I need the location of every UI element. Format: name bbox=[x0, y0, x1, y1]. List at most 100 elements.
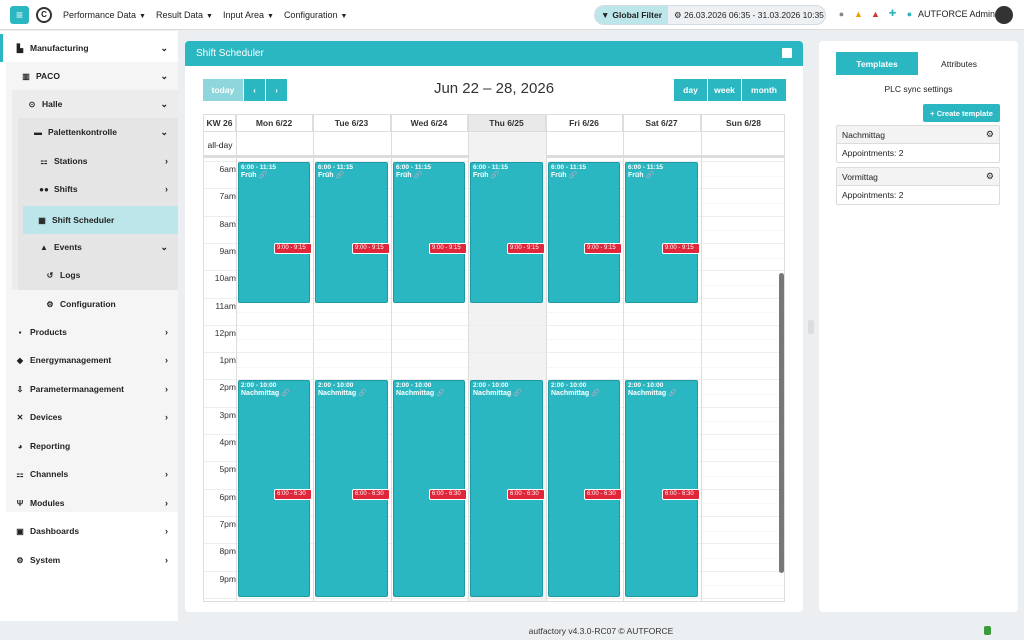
sidebar-item-paco[interactable]: ▥ PACO ⌄ bbox=[20, 62, 178, 90]
shift-event[interactable]: 6:00 - 11:15 Früh 🔗 bbox=[315, 162, 388, 304]
sidebar-item-channels[interactable]: ⚏ Channels › bbox=[14, 460, 178, 488]
cogs-icon: ⚙ bbox=[674, 9, 684, 20]
break-event[interactable]: 9:00 - 9:15 bbox=[662, 242, 700, 254]
time-label: 3pm bbox=[219, 409, 236, 420]
break-event[interactable]: 6:00 - 6:30 bbox=[662, 488, 700, 500]
globe-icon[interactable]: ● bbox=[906, 8, 913, 19]
avatar[interactable] bbox=[995, 6, 1013, 24]
tab-attributes[interactable]: Attributes bbox=[941, 58, 977, 69]
break-event[interactable]: 6:00 - 6:30 bbox=[274, 488, 312, 500]
shift-event[interactable]: 6:00 - 11:15 Früh 🔗 bbox=[625, 162, 698, 304]
tab-templates[interactable]: Templates bbox=[836, 52, 918, 75]
sidebar-item-events[interactable]: ▲ Events ⌄ bbox=[38, 233, 178, 261]
calendar-grid[interactable]: KW 26 Mon 6/22 Tue 6/23 Wed 6/24 Thu 6/2… bbox=[203, 114, 785, 602]
break-event[interactable]: 9:00 - 9:15 bbox=[352, 242, 390, 254]
shift-event[interactable]: 2:00 - 10:00 Nachmittag 🔗 bbox=[548, 380, 620, 597]
sidebar-item-shifts[interactable]: ●● Shifts › bbox=[39, 184, 168, 194]
nav-buttons: today ‹ › bbox=[203, 79, 287, 101]
user-name[interactable]: AUTFORCE Admin bbox=[918, 9, 996, 19]
view-month-button[interactable]: month bbox=[741, 79, 786, 101]
view-day-button[interactable]: day bbox=[674, 79, 707, 101]
shift-event[interactable]: 2:00 - 10:00 Nachmittag 🔗 bbox=[470, 380, 543, 597]
shift-event[interactable]: 6:00 - 11:15 Früh 🔗 bbox=[238, 162, 310, 304]
break-event[interactable]: 9:00 - 9:15 bbox=[429, 242, 467, 254]
event-time: 6:00 - 11:15 bbox=[241, 164, 277, 171]
global-filter[interactable]: ▼ Global Filter ⚙ 26.03.2026 06:35 - 31.0… bbox=[594, 5, 826, 25]
view-buttons: day week month bbox=[674, 79, 786, 101]
menu-toggle-button[interactable]: ≡ bbox=[10, 6, 29, 24]
create-template-button[interactable]: + Create template bbox=[923, 104, 1000, 122]
sidebar-item-products[interactable]: ▪ Products › bbox=[14, 318, 178, 346]
break-event[interactable]: 9:00 - 9:15 bbox=[584, 242, 622, 254]
shift-event[interactable]: 6:00 - 11:15 Früh 🔗 bbox=[470, 162, 543, 304]
sidebar-item-stations[interactable]: ⚏ Stations › bbox=[38, 147, 178, 175]
sidebar-item-halle[interactable]: ⊙ Halle ⌄ bbox=[26, 90, 178, 118]
database-icon[interactable] bbox=[984, 626, 991, 635]
sidebar-item-modules[interactable]: Ψ Modules › bbox=[14, 489, 178, 517]
next-button[interactable]: › bbox=[265, 79, 287, 101]
sidebar-item-manufacturing[interactable]: ▙ Manufacturing ⌄ bbox=[14, 34, 178, 62]
shift-event[interactable]: 2:00 - 10:00 Nachmittag 🔗 bbox=[315, 380, 388, 597]
link-icon: 🔗 bbox=[281, 390, 290, 398]
break-event[interactable]: 9:00 - 9:15 bbox=[507, 242, 545, 254]
prev-button[interactable]: ‹ bbox=[243, 79, 265, 101]
sidebar-item-shift-scheduler[interactable]: ▦ Shift Scheduler bbox=[36, 206, 178, 234]
sidebar-item-dashboards[interactable]: ▣ Dashboards › bbox=[14, 517, 178, 545]
shift-event[interactable]: 2:00 - 10:00 Nachmittag 🔗 bbox=[393, 380, 465, 597]
day-header: Wed 6/24 bbox=[391, 115, 468, 132]
break-event[interactable]: 6:00 - 6:30 bbox=[429, 488, 467, 500]
menu-configuration[interactable]: Configuration ▼ bbox=[283, 10, 348, 20]
link-icon: 🔗 bbox=[568, 172, 578, 179]
resize-handle[interactable] bbox=[808, 320, 814, 334]
pin-icon[interactable]: ✚ bbox=[888, 8, 897, 18]
event-name: Früh 🔗 bbox=[551, 172, 578, 179]
today-button[interactable]: today bbox=[203, 79, 243, 101]
event-time: 2:00 - 10:00 bbox=[241, 382, 277, 390]
break-event[interactable]: 9:00 - 9:15 bbox=[274, 242, 312, 254]
plug-icon: Ψ bbox=[16, 498, 24, 508]
main-menu: Performance Data ▼ Result Data ▼ Input Are… bbox=[58, 0, 352, 30]
filter-icon: ▼ bbox=[601, 10, 610, 20]
alert-icon[interactable]: ▲ bbox=[871, 8, 880, 19]
panel-title: Shift Scheduler bbox=[196, 48, 264, 59]
sidebar-item-reporting[interactable]: ◕ Reporting bbox=[14, 432, 178, 460]
break-event[interactable]: 6:00 - 6:30 bbox=[584, 488, 622, 500]
sidebar-item-devices[interactable]: ✕ Devices › bbox=[14, 403, 178, 431]
view-week-button[interactable]: week bbox=[707, 79, 741, 101]
break-event[interactable]: 6:00 - 6:30 bbox=[352, 488, 390, 500]
template-card[interactable]: Nachmittag ⚙ Appointments: 2 bbox=[836, 125, 1000, 163]
sidebar-item-logs[interactable]: ↺ Logs bbox=[44, 261, 178, 289]
event-time: 6:00 - 11:15 bbox=[396, 164, 432, 171]
template-card[interactable]: Vormittag ⚙ Appointments: 2 bbox=[836, 167, 1000, 205]
warning-icon: ▲ bbox=[40, 242, 48, 252]
global-filter-button[interactable]: ▼ Global Filter bbox=[595, 6, 669, 24]
sidebar-item-energymanagement[interactable]: ◆ Energymanagement › bbox=[14, 346, 178, 374]
menu-performance-data[interactable]: Performance Data ▼ bbox=[63, 10, 146, 20]
shift-event[interactable]: 6:00 - 11:15 Früh 🔗 bbox=[548, 162, 620, 304]
warning-icon[interactable]: ▲ bbox=[854, 8, 863, 19]
shift-scheduler-panel: Shift Scheduler today ‹ › Jun 22 – 28, 2… bbox=[185, 41, 803, 612]
time-label: 5pm bbox=[219, 464, 236, 475]
menu-result-data[interactable]: Result Data ▼ bbox=[155, 10, 213, 20]
sidebar-item-system[interactable]: ⚙ System › bbox=[14, 546, 178, 574]
event-name: Früh 🔗 bbox=[396, 172, 423, 179]
tools-icon: ✕ bbox=[16, 412, 24, 422]
shift-event[interactable]: 2:00 - 10:00 Nachmittag 🔗 bbox=[625, 380, 698, 597]
date-range[interactable]: ⚙ 26.03.2026 06:35 - 31.03.2026 10:35 bbox=[674, 9, 824, 20]
plc-sync-settings[interactable]: PLC sync settings bbox=[884, 84, 953, 94]
time-label: 6pm bbox=[219, 491, 236, 502]
sidebar-item-configuration[interactable]: ⚙ Configuration bbox=[44, 290, 178, 318]
gear-icon[interactable]: ⚙ bbox=[985, 171, 994, 181]
gear-icon[interactable]: ⚙ bbox=[985, 129, 994, 139]
sidebar-item-parametermanagement[interactable]: ⇩ Parametermanagement › bbox=[14, 375, 178, 403]
info-icon[interactable]: ● bbox=[838, 8, 845, 19]
shift-event[interactable]: 2:00 - 10:00 Nachmittag 🔗 bbox=[238, 380, 310, 597]
grid-scrollbar[interactable] bbox=[779, 273, 784, 573]
calendar-icon: ▦ bbox=[38, 215, 46, 225]
sidebar: ▙ Manufacturing ⌄ ▥ PACO ⌄ ⊙ Halle ⌄ ▬ Paletten… bbox=[0, 31, 178, 621]
shift-event[interactable]: 6:00 - 11:15 Früh 🔗 bbox=[393, 162, 465, 304]
sidebar-item-palettenkontrolle[interactable]: ▬ Palettenkontrolle ⌄ bbox=[34, 126, 168, 138]
break-event[interactable]: 6:00 - 6:30 bbox=[507, 488, 545, 500]
calendar-icon[interactable] bbox=[782, 48, 792, 58]
menu-input-area[interactable]: Input Area ▼ bbox=[222, 10, 274, 20]
